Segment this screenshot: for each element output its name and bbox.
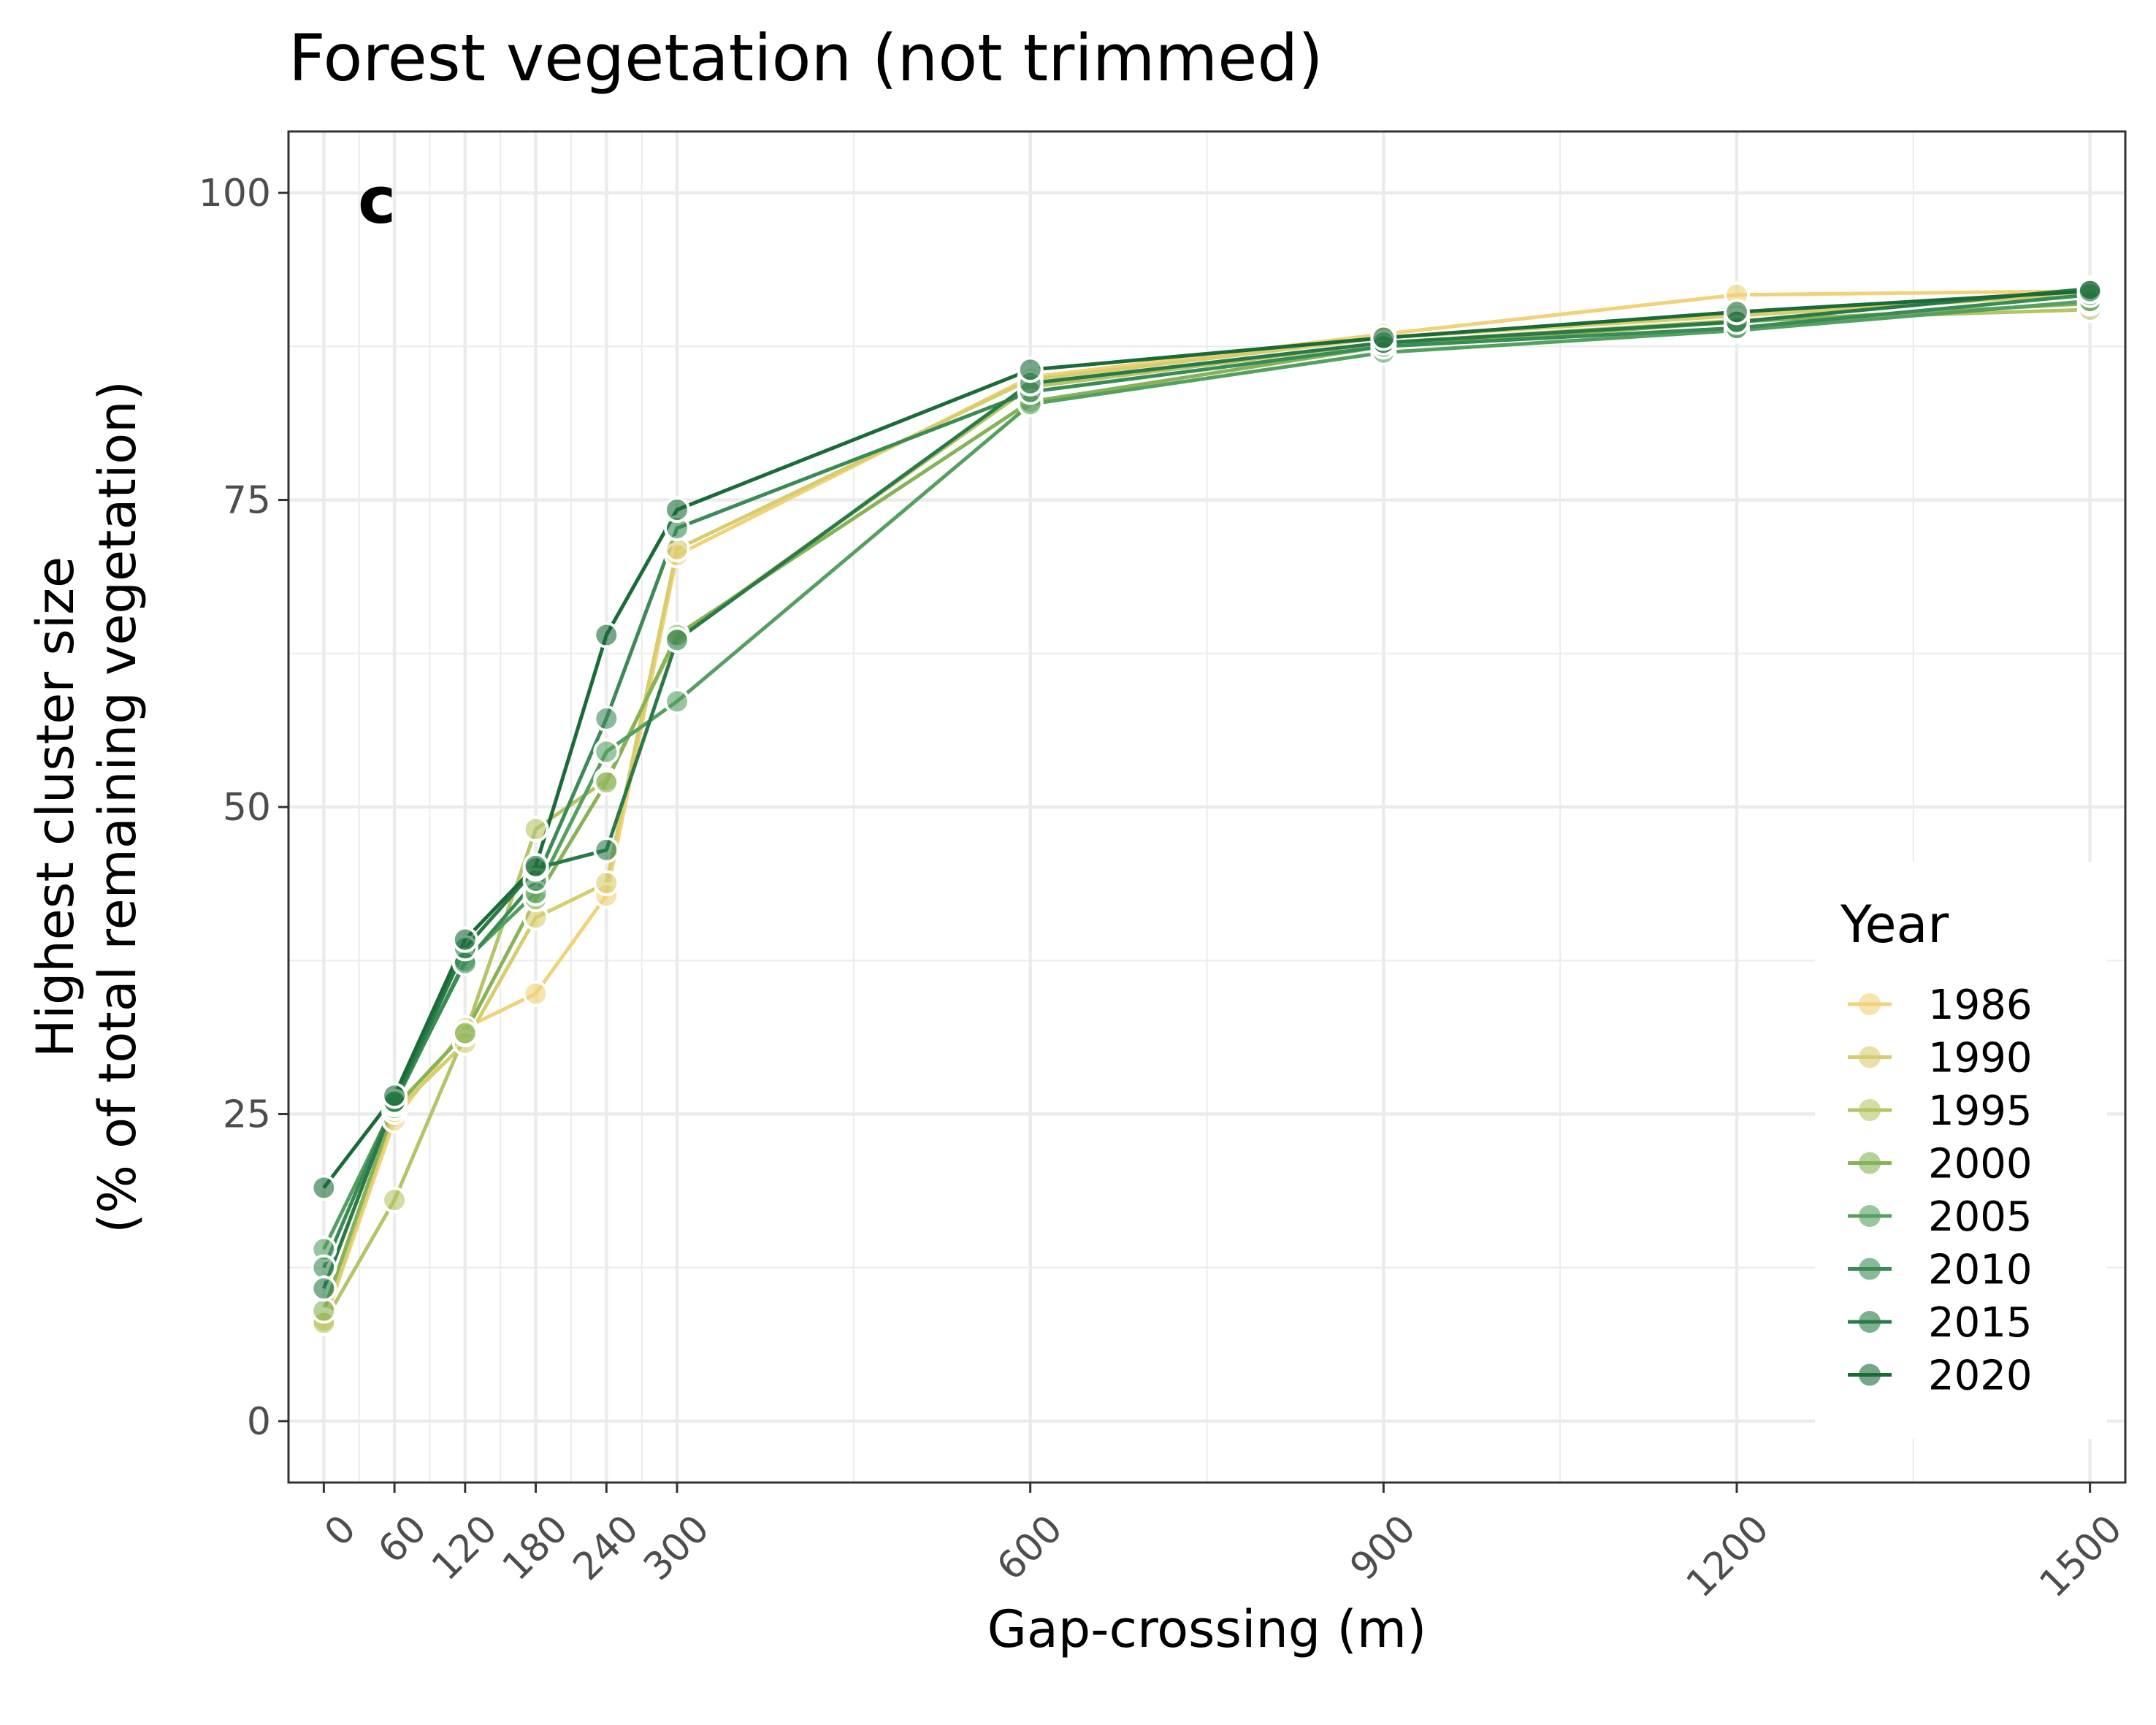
x-tick-label: 300 (635, 1507, 718, 1589)
legend-key-point (1859, 1311, 1881, 1333)
legend-item-2005: 2005 (1848, 1193, 2033, 1241)
series-lines (322, 286, 2090, 1324)
series-line-1990 (322, 291, 2090, 1321)
x-axis-title: Gap-crossing (m) (987, 1599, 1427, 1659)
data-point-2015 (664, 627, 691, 654)
legend-label: 2005 (1928, 1193, 2033, 1241)
x-tick-label: 240 (565, 1507, 647, 1589)
x-tick-label: 60 (370, 1507, 435, 1572)
legend-key-point (1859, 1258, 1881, 1280)
data-point-1986 (522, 980, 549, 1007)
legend-background (1815, 862, 2107, 1439)
legend-label: 1986 (1928, 982, 2033, 1029)
x-tick-label: 0 (316, 1507, 364, 1555)
legend-label: 1990 (1928, 1035, 2033, 1082)
data-point-2000 (310, 1297, 337, 1324)
x-tick-label: 900 (1342, 1507, 1424, 1589)
data-point-2005 (593, 738, 620, 765)
data-point-2015 (310, 1275, 337, 1302)
data-point-2000 (593, 769, 620, 796)
x-tick-label: 180 (494, 1507, 577, 1589)
y-tick-label: 100 (199, 172, 271, 215)
x-tick-label: 1200 (1678, 1507, 1778, 1606)
data-point-1990 (593, 870, 620, 897)
data-point-2000 (451, 1020, 478, 1047)
legend-items: 1986 1990 1995 2000 2005 2010 2015 2020 (1848, 982, 2033, 1400)
legend-label: 2015 (1928, 1299, 2033, 1347)
legend-label: 1995 (1928, 1087, 2033, 1135)
legend-key-point (1859, 1152, 1881, 1174)
y-tick-label: 50 (223, 786, 271, 830)
legend-title: Year (1840, 895, 1949, 955)
legend-item-2000: 2000 (1848, 1141, 2033, 1188)
data-point-2020 (1723, 299, 1750, 326)
legend-key-point (1859, 1363, 1881, 1386)
data-point-2020 (2076, 278, 2103, 305)
legend-label: 2020 (1928, 1353, 2033, 1400)
y-axis-title-line2: (% of total remaining vegetation) (88, 380, 148, 1233)
legend-item-2015: 2015 (1848, 1299, 2033, 1347)
panel-label: c (358, 163, 396, 238)
data-point-2020 (451, 926, 478, 953)
legend-item-1995: 1995 (1848, 1087, 2033, 1135)
x-tick-label: 600 (989, 1507, 1071, 1589)
data-point-2020 (522, 852, 549, 879)
data-point-2020 (381, 1082, 408, 1109)
data-point-2020 (310, 1174, 337, 1201)
series-points (310, 275, 2103, 1336)
x-tick-label: 1500 (2031, 1507, 2130, 1606)
chart-title: Forest vegetation (not trimmed) (288, 20, 1323, 96)
data-point-2005 (664, 688, 691, 715)
series-line-2020 (322, 289, 2090, 1189)
y-tick-label: 25 (223, 1093, 271, 1136)
data-point-2020 (593, 621, 620, 649)
series-line-2010 (322, 293, 2090, 1269)
data-point-2010 (593, 705, 620, 732)
y-axis-title-line1: Highest cluster size (26, 556, 85, 1057)
legend: Year 1986 1990 1995 2000 2005 2010 2015 2020 (1815, 862, 2107, 1439)
legend-key-point (1859, 1046, 1881, 1068)
data-point-1995 (381, 1187, 408, 1214)
legend-item-2020: 2020 (1848, 1353, 2033, 1400)
data-point-2020 (1370, 324, 1397, 351)
y-tick-label: 0 (247, 1400, 271, 1444)
legend-item-2010: 2010 (1848, 1247, 2033, 1294)
data-point-2020 (664, 497, 691, 523)
series-line-2015 (322, 286, 2090, 1290)
legend-key-point (1859, 993, 1881, 1015)
x-tick-label: 120 (424, 1507, 506, 1589)
data-point-2020 (1017, 356, 1044, 383)
legend-item-1986: 1986 (1848, 982, 2033, 1029)
y-tick-label: 75 (223, 479, 271, 523)
legend-key-point (1859, 1099, 1881, 1121)
data-point-1995 (522, 816, 549, 843)
legend-item-1990: 1990 (1848, 1035, 2033, 1082)
legend-label: 2000 (1928, 1141, 2033, 1188)
legend-label: 2010 (1928, 1247, 2033, 1294)
data-point-2015 (593, 836, 620, 863)
legend-key-point (1859, 1205, 1881, 1227)
